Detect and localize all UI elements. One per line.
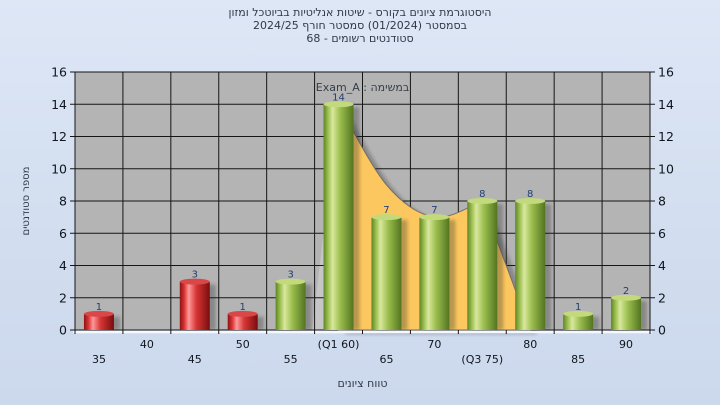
x-tick-label: 50 xyxy=(236,338,250,351)
chart-title: היסטוגרמת ציונים בקורס - שיטות אנליטיות … xyxy=(0,6,720,45)
legend-exam-a: במשימה : Exam_A xyxy=(316,81,409,94)
bar-value-label: 7 xyxy=(383,205,389,216)
x-tick-label: 40 xyxy=(140,338,154,351)
bar-80-top xyxy=(515,198,546,204)
y-tick-label-right: 16 xyxy=(658,65,674,80)
y-tick-label-left: 0 xyxy=(59,323,67,338)
bar-50-top xyxy=(227,310,258,317)
bar-55 xyxy=(275,281,306,330)
x-tick-label: 85 xyxy=(571,353,585,366)
x-tick-label: 65 xyxy=(379,353,393,366)
bar-value-label: 7 xyxy=(431,205,437,216)
y-tick-label-left: 10 xyxy=(51,161,67,176)
bar-45-top xyxy=(179,278,210,285)
x-tick-label: (Q3 75) xyxy=(461,353,503,366)
bar-value-label: 1 xyxy=(96,302,102,313)
bar-value-label: 8 xyxy=(527,189,533,200)
x-tick-label: 80 xyxy=(523,338,537,351)
y-tick-label-left: 8 xyxy=(59,194,67,209)
x-tick-label: 70 xyxy=(427,338,441,351)
bar-45 xyxy=(179,281,210,330)
bar-35 xyxy=(83,313,114,330)
bar-65 xyxy=(371,217,402,330)
x-tick-label: 55 xyxy=(284,353,298,366)
bar-value-label: 8 xyxy=(479,189,485,200)
bar-90 xyxy=(611,297,642,330)
bar-q3-75 xyxy=(467,201,498,330)
y-tick-label-left: 16 xyxy=(51,65,67,80)
bar-value-label: 3 xyxy=(192,270,198,281)
y-tick-label-right: 8 xyxy=(658,194,666,209)
bar-value-label: 3 xyxy=(287,270,293,281)
y-tick-label-left: 14 xyxy=(51,97,67,112)
bar-q1-60 xyxy=(323,104,354,330)
y-tick-label-right: 4 xyxy=(658,258,666,273)
bar-85 xyxy=(563,313,594,330)
bar-65-top xyxy=(371,214,402,221)
x-axis-title: טווח ציונים xyxy=(337,377,388,390)
y-tick-label-left: 6 xyxy=(59,226,67,241)
chart-title-line-2: בסמסטר (01/2024) סמסטר חורף 2024/25 xyxy=(253,19,467,32)
bar-90-top xyxy=(611,294,642,301)
bar-35-top xyxy=(83,310,114,317)
y-tick-label-right: 10 xyxy=(658,161,674,176)
y-tick-label-left: 4 xyxy=(59,258,67,273)
y-tick-label-right: 2 xyxy=(658,290,666,305)
bar-70-top xyxy=(419,214,450,221)
bar-85-top xyxy=(563,310,594,317)
y-axis-title: מספר סטודנטים xyxy=(21,166,32,236)
x-tick-label: 45 xyxy=(188,353,202,366)
bar-value-label: 2 xyxy=(623,286,629,297)
bar-55-top xyxy=(275,278,306,285)
x-tick-label: (Q1 60) xyxy=(318,338,360,351)
y-tick-label-right: 12 xyxy=(658,129,674,144)
x-tick-label: 35 xyxy=(92,353,106,366)
y-tick-label-right: 14 xyxy=(658,97,674,112)
bar-q1-60-top xyxy=(323,101,354,108)
bar-70 xyxy=(419,217,450,330)
x-tick-label: 90 xyxy=(619,338,633,351)
y-tick-label-right: 6 xyxy=(658,226,666,241)
y-tick-label-left: 2 xyxy=(59,290,67,305)
y-tick-label-right: 0 xyxy=(658,323,666,338)
bar-value-label: 1 xyxy=(575,302,581,313)
chart-title-line-1: היסטוגרמת ציונים בקורס - שיטות אנליטיות … xyxy=(228,6,492,19)
bar-value-label: 1 xyxy=(240,302,246,313)
y-tick-label-left: 12 xyxy=(51,129,67,144)
chart-title-line-3: סטודנטים רשומים - 68 xyxy=(306,32,414,45)
bar-50 xyxy=(227,313,258,330)
bar-value-label: 14 xyxy=(332,92,345,103)
bar-q3-75-top xyxy=(467,198,498,204)
bar-80 xyxy=(515,201,546,330)
